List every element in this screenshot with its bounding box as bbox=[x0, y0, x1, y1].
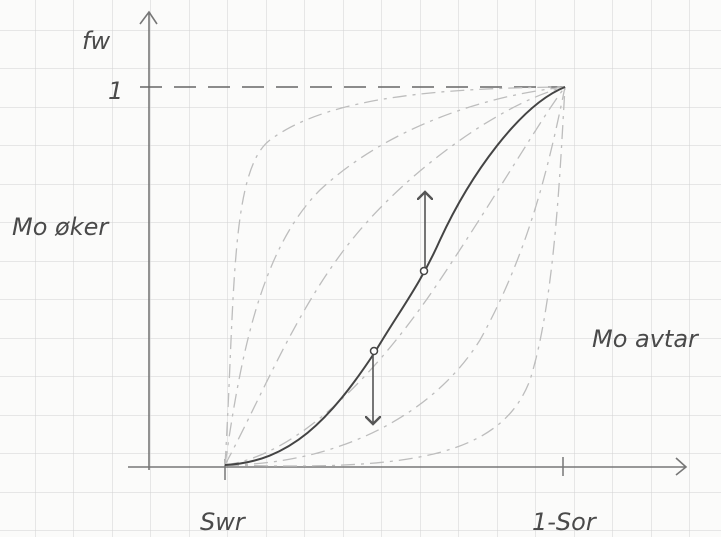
y-label: fw bbox=[82, 27, 110, 55]
diagram: fw 1 Mo øker Mo avtar Swr 1-Sor bbox=[0, 0, 721, 537]
x-tick-label: 1-Sor bbox=[532, 508, 598, 536]
x-tick-label: Swr bbox=[200, 508, 247, 536]
page: fw 1 Mo øker Mo avtar Swr 1-Sor (() => {… bbox=[0, 0, 721, 537]
point bbox=[421, 268, 428, 275]
point bbox=[371, 348, 378, 355]
y-tick-label: 1 bbox=[108, 77, 123, 105]
annotation: Mo avtar bbox=[592, 325, 700, 353]
annotation: Mo øker bbox=[12, 213, 110, 241]
